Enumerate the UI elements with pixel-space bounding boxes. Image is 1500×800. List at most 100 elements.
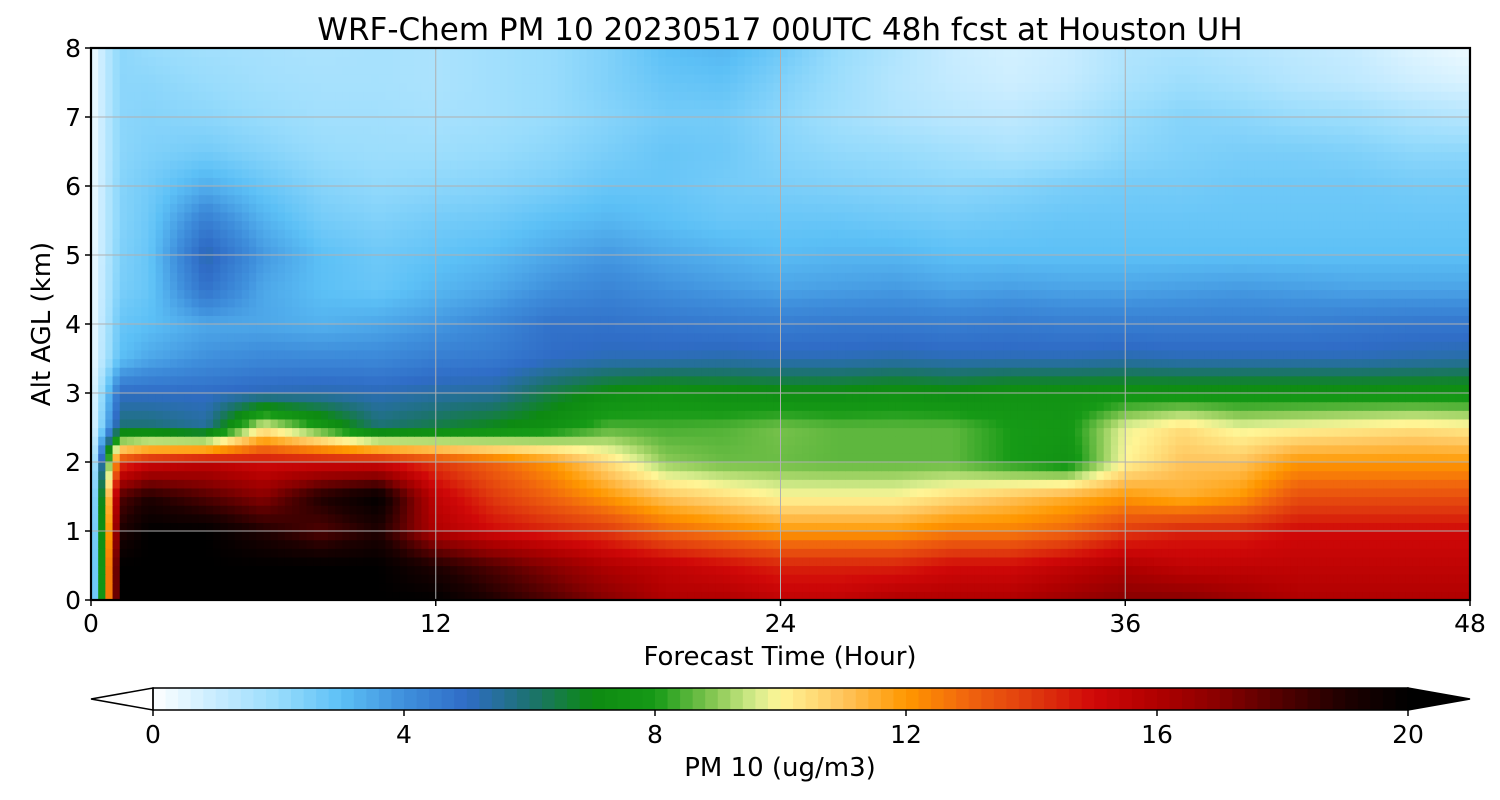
heatmap-cell [442, 384, 451, 394]
heatmap-cell [141, 548, 150, 558]
heatmap-cell [823, 574, 832, 584]
heatmap-cell [471, 556, 480, 567]
heatmap-cell [414, 582, 422, 592]
heatmap-cell [1326, 574, 1335, 584]
heatmap-cell [1405, 479, 1414, 489]
heatmap-cell [198, 410, 207, 420]
heatmap-cell [407, 418, 415, 429]
heatmap-cell [557, 487, 566, 498]
heatmap-cell [644, 470, 652, 480]
heatmap-cell [737, 470, 746, 480]
heatmap-cell [837, 479, 846, 489]
heatmap-cell [1189, 436, 1198, 446]
heatmap-cell [320, 513, 329, 523]
heatmap-cell [644, 565, 652, 575]
heatmap-cell [450, 539, 458, 549]
heatmap-cell [730, 401, 738, 411]
heatmap-cell [478, 418, 487, 429]
heatmap-cell [91, 418, 99, 429]
heatmap-cell [816, 427, 825, 437]
heatmap-cell [1017, 401, 1026, 411]
heatmap-cell [816, 384, 825, 394]
heatmap-cell [924, 479, 932, 489]
heatmap-cell [586, 522, 595, 532]
heatmap-cell [320, 582, 329, 592]
heatmap-cell [363, 582, 372, 592]
heatmap-cell [1434, 453, 1442, 463]
heatmap-cell [191, 556, 200, 567]
heatmap-cell [299, 496, 308, 506]
heatmap-cell [751, 539, 760, 549]
heatmap-cell [1426, 462, 1435, 472]
heatmap-cell [148, 505, 157, 515]
heatmap-cell [378, 479, 387, 489]
heatmap-cell [471, 513, 480, 523]
heatmap-cell [543, 505, 552, 515]
heatmap-cell [98, 436, 106, 446]
heatmap-cell [1046, 574, 1055, 584]
heatmap-cell [1254, 556, 1263, 567]
heatmap-cell [1189, 574, 1198, 584]
heatmap-cell [1283, 375, 1292, 385]
heatmap-cell [313, 384, 322, 394]
heatmap-cell [1125, 513, 1134, 523]
heatmap-cell [213, 487, 221, 498]
heatmap-cell [392, 496, 401, 506]
heatmap-cell [514, 444, 523, 454]
heatmap-cell [557, 418, 566, 429]
heatmap-cell [141, 591, 150, 600]
heatmap-cell [442, 487, 451, 498]
heatmap-cell [1347, 591, 1356, 600]
heatmap-cell [1225, 462, 1234, 472]
heatmap-cell [471, 401, 480, 411]
heatmap-cell [902, 418, 911, 429]
heatmap-cell [1118, 375, 1126, 385]
heatmap-cell [881, 479, 889, 489]
heatmap-cell [888, 375, 897, 385]
heatmap-cell [1254, 436, 1263, 446]
heatmap-cell [859, 436, 868, 446]
heatmap-cell [1412, 556, 1421, 567]
heatmap-cell [119, 522, 128, 532]
heatmap-cell [1390, 548, 1399, 558]
heatmap-cell [1060, 531, 1069, 541]
heatmap-cell [1031, 565, 1040, 575]
heatmap-cell [478, 539, 487, 549]
heatmap-cell [895, 462, 904, 472]
heatmap-cell [701, 565, 710, 575]
heatmap-cell [457, 565, 466, 575]
heatmap-cell [320, 479, 329, 489]
heatmap-cell [881, 393, 889, 403]
heatmap-cell [1261, 582, 1270, 592]
heatmap-cell [615, 401, 624, 411]
heatmap-cell [830, 470, 839, 480]
heatmap-cell [112, 444, 121, 454]
heatmap-cell [1060, 401, 1069, 411]
heatmap-cell [306, 513, 315, 523]
heatmap-cell [213, 548, 221, 558]
heatmap-cell [981, 462, 990, 472]
heatmap-cell [579, 479, 588, 489]
heatmap-cell [1455, 444, 1464, 454]
heatmap-cell [414, 444, 422, 454]
heatmap-cell [342, 565, 351, 575]
heatmap-cell [960, 444, 968, 454]
heatmap-cell [1132, 513, 1141, 523]
heatmap-cell [938, 470, 947, 480]
heatmap-cell [802, 384, 810, 394]
heatmap-cell [428, 539, 437, 549]
heatmap-cell [622, 522, 631, 532]
heatmap-cell [1146, 574, 1155, 584]
heatmap-cell [1362, 418, 1371, 429]
heatmap-cell [909, 410, 918, 420]
heatmap-cell [873, 548, 882, 558]
heatmap-cell [1204, 436, 1213, 446]
heatmap-cell [1283, 591, 1292, 600]
heatmap-cell [859, 565, 868, 575]
heatmap-cell [773, 410, 782, 420]
heatmap-cell [421, 574, 430, 584]
heatmap-cell [1125, 436, 1134, 446]
heatmap-cell [1383, 410, 1392, 420]
heatmap-cell [1003, 496, 1011, 506]
heatmap-cell [1067, 496, 1076, 506]
